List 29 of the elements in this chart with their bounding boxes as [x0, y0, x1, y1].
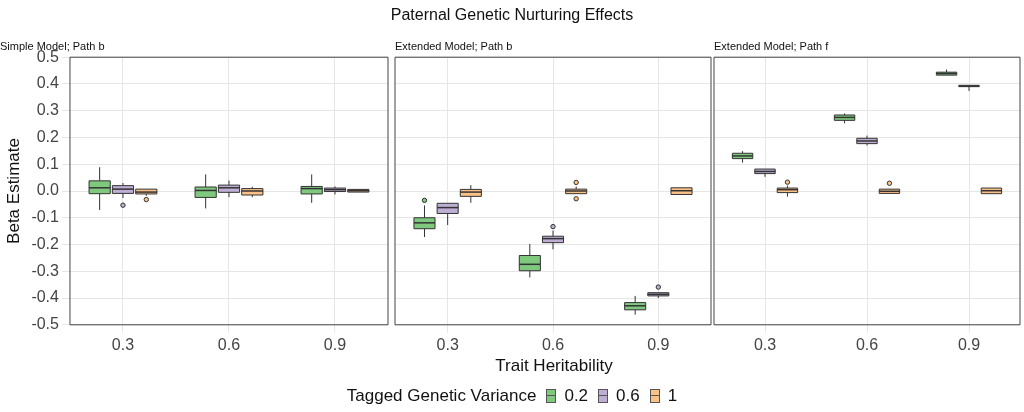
y-tick-label: 0.2: [36, 127, 60, 145]
y-tick-label: -0.5: [31, 315, 60, 333]
y-tick-label: 0.1: [36, 154, 60, 172]
x-tick-label: 0.9: [647, 335, 670, 353]
y-tick-label: -0.4: [31, 288, 60, 306]
legend-label: 1: [667, 386, 678, 405]
x-tick-label: 0.6: [217, 335, 241, 353]
y-tick-label: 0.0: [36, 181, 60, 199]
x-tick-label: 0.6: [855, 335, 879, 353]
legend-label: 0.2: [564, 386, 589, 405]
y-tick-label: -0.3: [31, 261, 60, 279]
chart-subtitle: Extended Model; Path b: [395, 39, 513, 52]
x-tick-label: 0.6: [541, 335, 565, 353]
y-tick-label: 0.3: [36, 101, 60, 119]
legend-title: Tagged Genetic Variance: [346, 386, 537, 405]
x-tick-label: 0.3: [111, 335, 135, 353]
legend-label: 0.6: [616, 386, 640, 405]
x-tick-label: 0.3: [753, 335, 777, 353]
y-tick-label: -0.2: [31, 234, 60, 252]
chart-subtitle: Simple Model; Path b: [0, 39, 105, 52]
chart-title: Paternal Genetic Nurturing Effects: [389, 6, 635, 24]
x-tick-label: 0.9: [957, 335, 981, 353]
y-axis-title: Beta Estimate: [3, 138, 23, 244]
x-axis-title: Trait Heritability: [494, 356, 614, 376]
y-tick-label: 0.4: [36, 74, 60, 92]
x-tick-label: 0.9: [323, 335, 347, 353]
y-tick-label: -0.1: [31, 208, 60, 226]
chart-subtitle: Extended Model; Path f: [714, 39, 830, 52]
x-tick-label: 0.3: [436, 335, 459, 353]
